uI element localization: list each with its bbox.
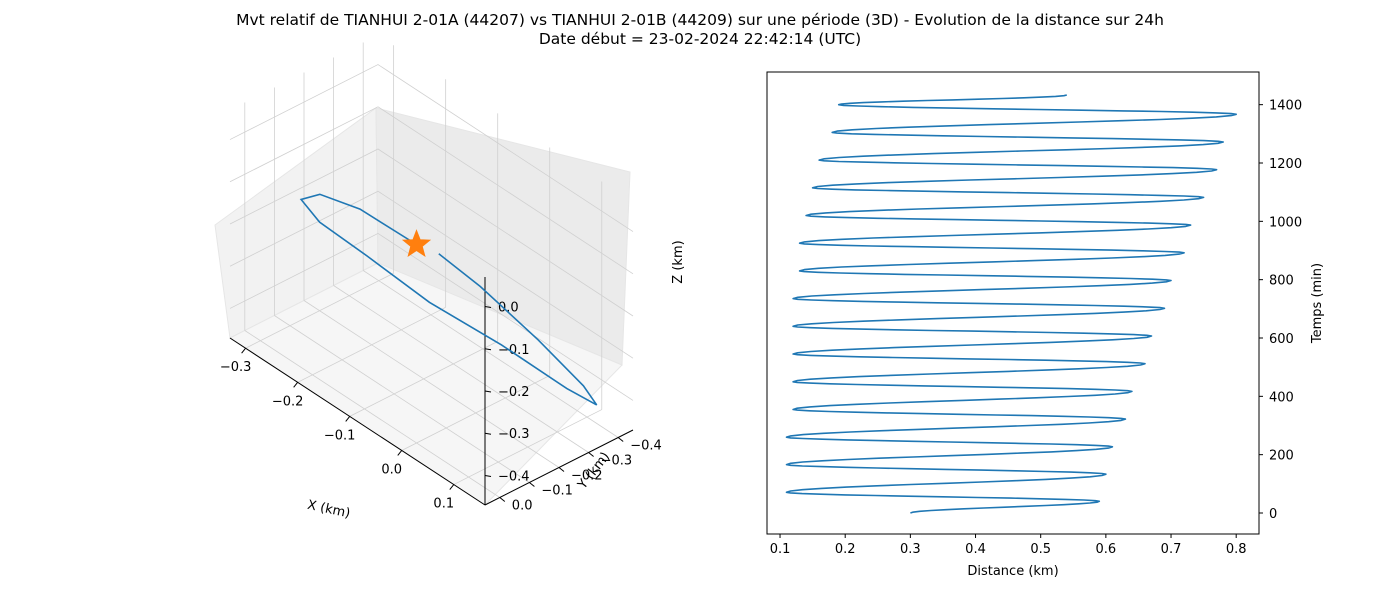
z-tick-label: −0.3 [498, 427, 530, 442]
z-gridline [229, 190, 634, 359]
y-tick-label: 400 [1269, 390, 1294, 405]
x-tick-label: 0.2 [835, 542, 856, 557]
y-gridline-floor [274, 315, 530, 483]
x-tick-mark [345, 416, 351, 422]
z-gridline [229, 64, 634, 232]
y-axis-label-2d: Temps (min) [1310, 263, 1325, 344]
x-tick-label: 0.0 [381, 462, 402, 477]
x-tick-label: −0.3 [220, 360, 252, 375]
y-gridline-floor [303, 300, 560, 468]
x-tick-label: 0.1 [770, 542, 791, 557]
figure-title-line1: Mvt relatif de TIANHUI 2-01A (44207) vs … [236, 11, 1164, 29]
y-tick-label: 1400 [1269, 99, 1302, 114]
x-axis-label-2d: Distance (km) [967, 564, 1058, 579]
z-tick-label: −0.2 [498, 385, 530, 400]
y-tick-label: 0 [1269, 507, 1277, 522]
z-gridline [229, 106, 634, 275]
y-tick-mark [588, 452, 594, 457]
figure-title-line2: Date début = 23-02-2024 22:42:14 (UTC) [539, 30, 861, 48]
y-tick-label: −0.4 [630, 439, 662, 454]
x-axis-spine [229, 337, 486, 506]
x-axis-label-3d: X (km) [306, 498, 352, 522]
y-tick-mark [499, 497, 506, 502]
orbit-path-line [299, 193, 598, 406]
x-tick-label: 0.1 [433, 497, 454, 512]
x-tick-label: −0.2 [272, 394, 304, 409]
y-tick-label: 1200 [1269, 157, 1302, 172]
z-tick-mark [484, 390, 492, 393]
ticks-3d: −0.3−0.2−0.10.00.1 0.0−0.1−0.2−0.3−0.40.0… [220, 277, 662, 514]
y-tick-mark [617, 437, 624, 442]
x-tick-label: −0.1 [324, 428, 356, 443]
y-tick-label: −0.1 [541, 484, 573, 499]
x-tick-mark [241, 347, 247, 354]
z-tick-label: 0.0 [498, 301, 519, 316]
x-tick-label: 0.4 [965, 542, 986, 557]
x-tick-label: 0.3 [900, 542, 921, 557]
z-gridline [229, 148, 634, 317]
y-axis-spine [484, 429, 634, 506]
distance-series-line [785, 94, 1237, 514]
y-tick-mark [529, 482, 535, 487]
y-tick-label: 0.0 [512, 499, 533, 514]
y-gridline-floor [244, 330, 501, 498]
x-tick-label: 0.7 [1161, 542, 1182, 557]
y-gridline-floor [362, 270, 619, 438]
orbit-3d-plot: −0.3−0.2−0.10.00.1 0.0−0.1−0.2−0.3−0.40.0… [214, 42, 686, 522]
y-tick-label: −0.2 [571, 469, 603, 484]
z-tick-mark [484, 348, 492, 351]
z-tick-mark [484, 474, 492, 477]
z-tick-label: −0.1 [498, 343, 530, 358]
x-tick-mark [397, 450, 403, 456]
y-tick-label: 200 [1269, 449, 1294, 464]
y-tick-label: −0.3 [601, 454, 633, 469]
x-tick-mark [293, 381, 299, 388]
z-axis-label-3d: Z (km) [671, 240, 686, 283]
y-gridline-floor [333, 285, 589, 453]
y-ticks-2d: 0 200 400 600 800 1000 1200 1400 [1259, 99, 1302, 522]
y-tick-mark [558, 467, 565, 472]
grid-3d [229, 42, 634, 498]
z-gridline [229, 232, 634, 401]
y-tick-label: 1000 [1269, 215, 1302, 230]
x-tick-label: 0.6 [1096, 542, 1117, 557]
x-tick-label: 0.8 [1226, 542, 1247, 557]
y-tick-label: 600 [1269, 332, 1294, 347]
plot-frame [766, 71, 1260, 535]
y-tick-label: 800 [1269, 274, 1294, 289]
reference-star-marker [401, 229, 432, 258]
z-tick-label: −0.4 [498, 469, 530, 484]
z-tick-mark [484, 306, 492, 309]
z-tick-mark [484, 432, 492, 435]
x-tick-label: 0.5 [1030, 542, 1051, 557]
x-tick-mark [449, 484, 455, 490]
x-ticks-2d: 0.1 0.2 0.3 0.4 0.5 0.6 0.7 0.8 [770, 534, 1247, 557]
distance-time-plot: 0.1 0.2 0.3 0.4 0.5 0.6 0.7 0.8 0 200 400 600 800 10… [766, 71, 1325, 579]
